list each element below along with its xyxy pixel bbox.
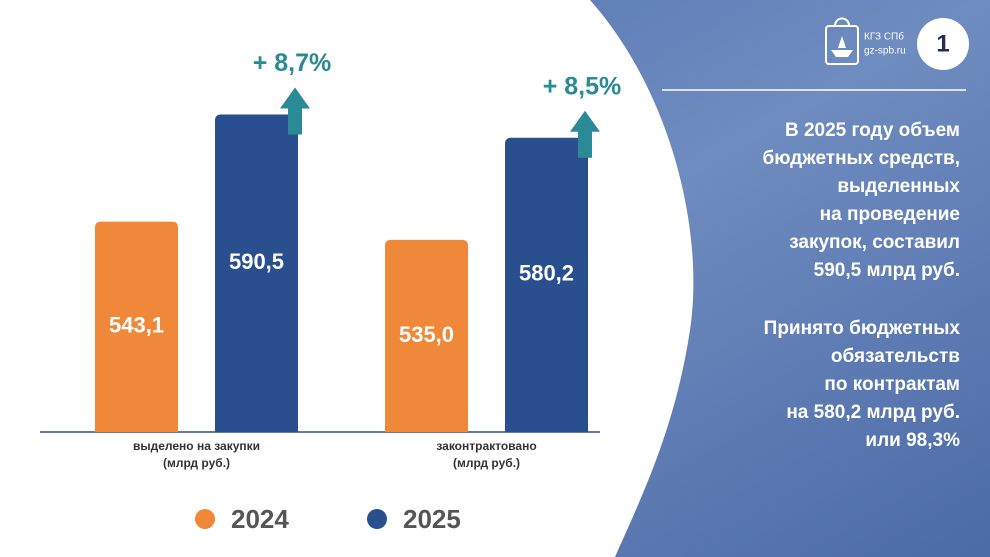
logo-text: КГЗ СПб	[864, 31, 904, 43]
bar	[215, 114, 298, 432]
value-label: 535,0	[399, 322, 454, 347]
side-text: бюджетных средств,	[762, 148, 960, 169]
value-label: 543,1	[109, 313, 164, 338]
category-label: выделено на закупки	[133, 439, 260, 453]
side-text: 590,5 млрд руб.	[814, 260, 960, 281]
logo-icon	[825, 17, 859, 65]
bar	[385, 239, 468, 432]
side-text: на 580,2 млрд руб.	[786, 402, 960, 423]
side-text: выделенных	[837, 176, 960, 197]
side-text: закупок, составил	[789, 232, 960, 253]
bar	[95, 221, 178, 432]
legend-marker	[195, 509, 215, 529]
page-badge	[917, 18, 969, 70]
legend-label: 2024	[231, 504, 289, 534]
category-label: законтрактовано	[436, 439, 536, 453]
side-text: Принято бюджетных	[764, 318, 961, 339]
logo-url: gz-spb.ru	[864, 46, 906, 57]
side-text: обязательств	[831, 346, 960, 367]
side-text: по контрактам	[824, 374, 960, 395]
growth-label: + 8,7%	[253, 49, 332, 77]
legend-label: 2025	[403, 504, 461, 534]
category-label: (млрд руб.)	[453, 456, 520, 470]
side-text: на проведение	[820, 204, 960, 225]
growth-arrow	[570, 110, 600, 158]
bar	[505, 137, 588, 433]
growth-label: + 8,5%	[543, 72, 622, 100]
side-text: В 2025 году объем	[785, 120, 960, 141]
page-number: 1	[936, 30, 949, 57]
category-label: (млрд руб.)	[163, 456, 230, 470]
side-text: или 98,3%	[865, 430, 960, 451]
growth-arrow	[280, 87, 310, 135]
value-label: 590,5	[229, 249, 284, 274]
legend-marker	[367, 509, 387, 529]
value-label: 580,2	[519, 261, 574, 286]
